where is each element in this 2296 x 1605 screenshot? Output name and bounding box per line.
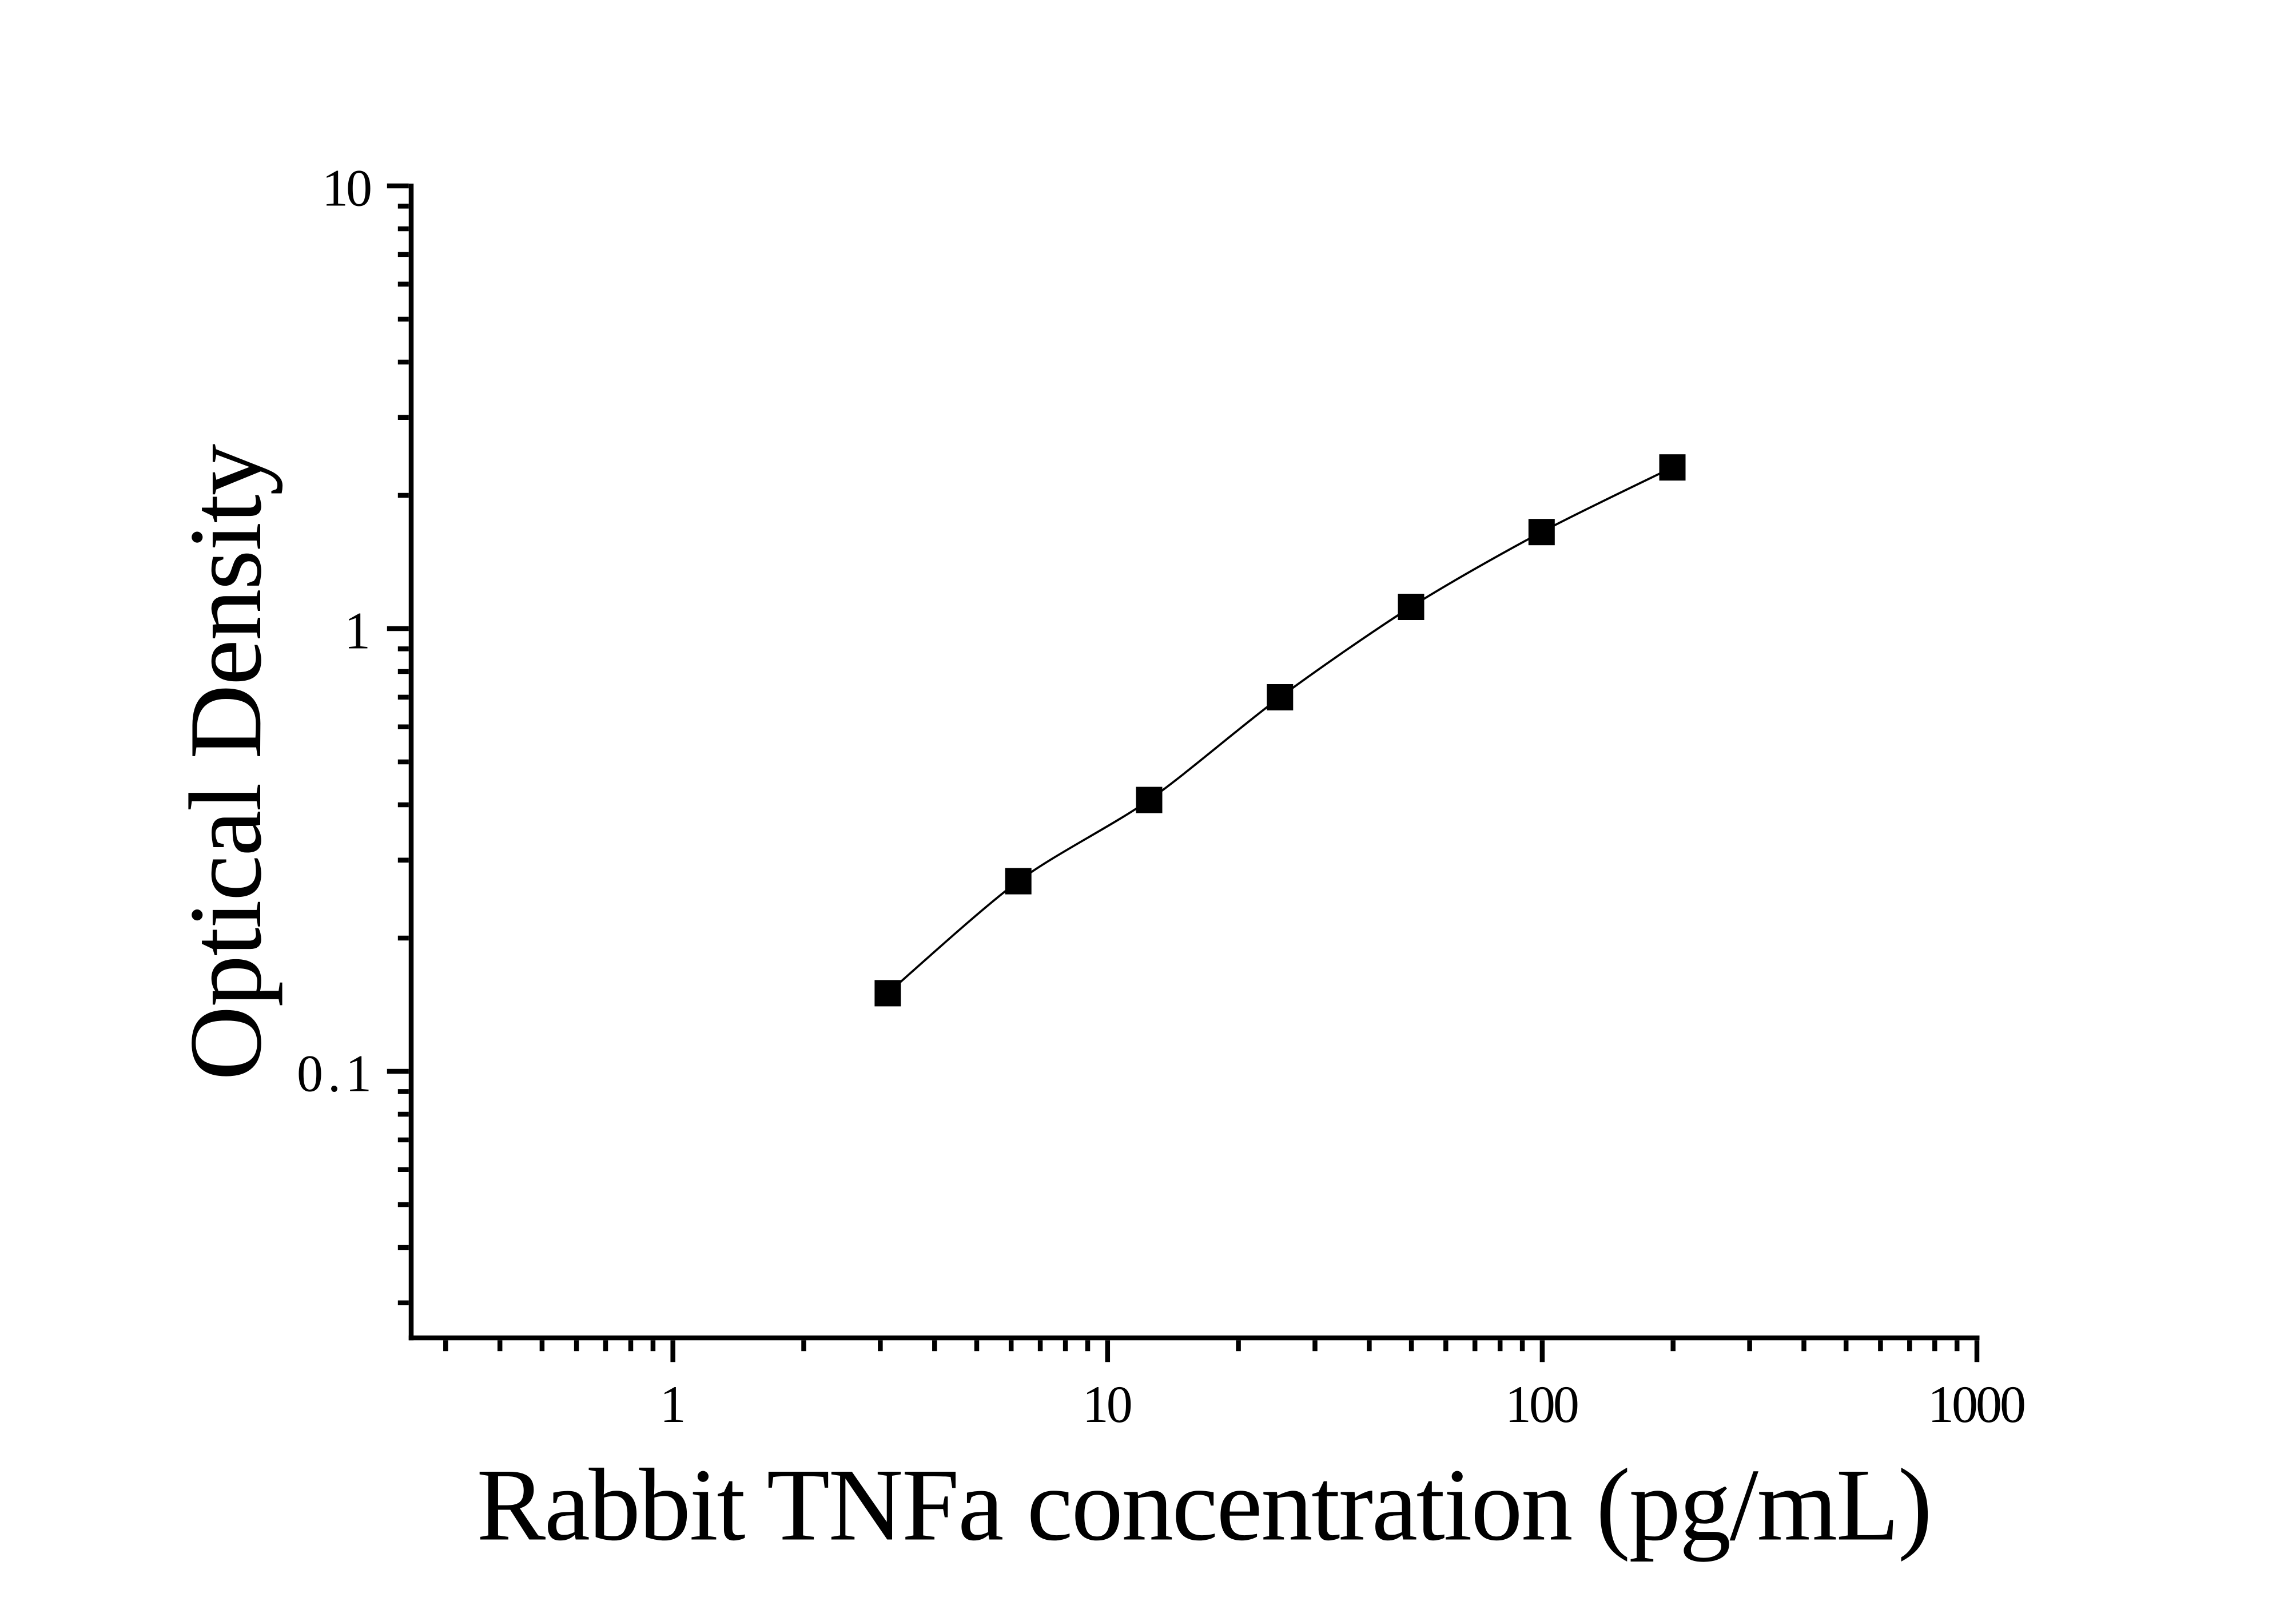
svg-text:10: 10 xyxy=(322,159,371,217)
svg-text:1000: 1000 xyxy=(1928,1375,2024,1433)
svg-text:10: 10 xyxy=(1083,1375,1131,1433)
svg-text:Optical Density: Optical Density xyxy=(169,444,283,1080)
svg-text:Rabbit TNFa concentration (pg/: Rabbit TNFa concentration (pg/mL) xyxy=(476,1448,1931,1563)
svg-text:1: 1 xyxy=(344,602,371,660)
svg-text:1: 1 xyxy=(660,1375,684,1433)
svg-text:0.1: 0.1 xyxy=(297,1044,376,1103)
svg-text:100: 100 xyxy=(1505,1375,1578,1433)
